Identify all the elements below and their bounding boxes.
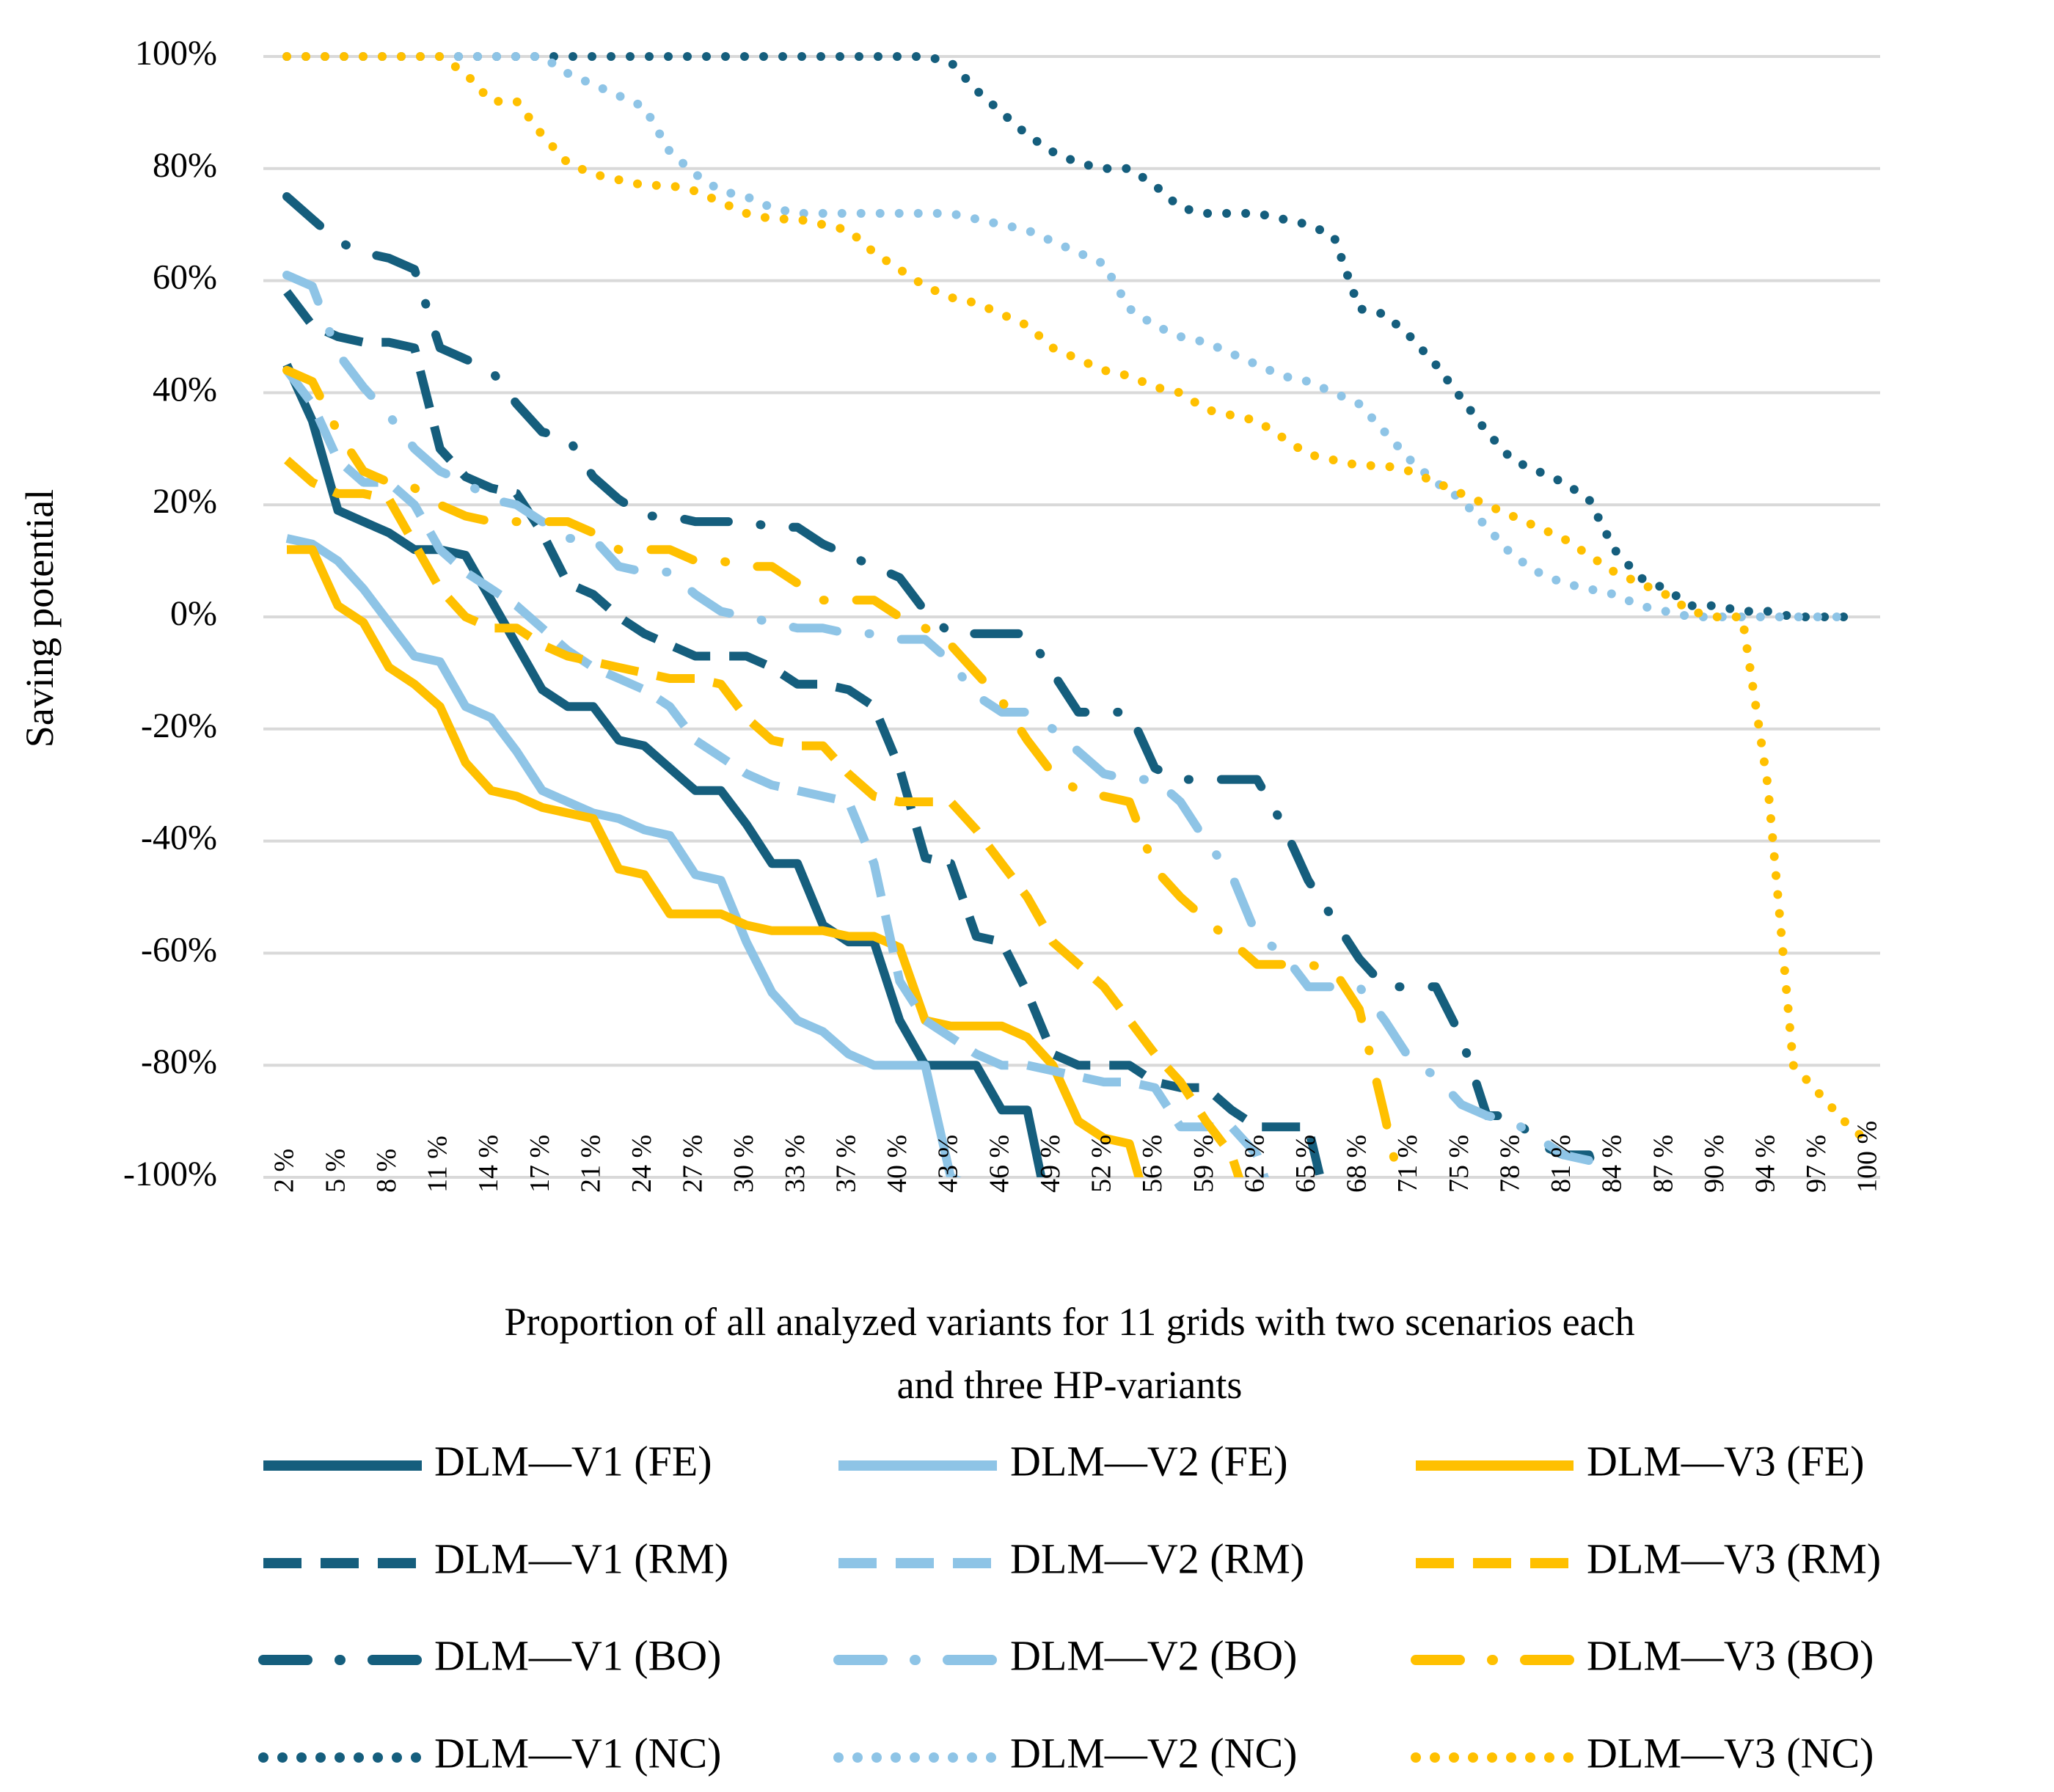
legend-item: DLM—V1 (NC) [258, 1729, 721, 1777]
x-axis-title: Proportion of all analyzed variants for … [504, 1300, 1634, 1344]
x-tick-label: 84 % [1597, 1135, 1628, 1193]
y-tick-label: 100% [135, 34, 217, 73]
x-tick-label: 2 % [269, 1149, 300, 1193]
x-tick-label: 52 % [1086, 1135, 1117, 1193]
legend-label: DLM—V2 (RM) [1010, 1535, 1304, 1582]
legend-label: DLM—V3 (RM) [1587, 1535, 1881, 1582]
x-axis-title: and three HP-variants [897, 1363, 1243, 1407]
series-line [287, 545, 1144, 1177]
x-tick-label: 5 % [320, 1149, 351, 1193]
legend-label: DLM—V2 (BO) [1010, 1631, 1297, 1679]
legend-item: DLM—V1 (FE) [263, 1437, 712, 1485]
legend-item: DLM—V2 (NC) [833, 1729, 1297, 1777]
series-line [283, 367, 1269, 1177]
legend-label: DLM—V1 (FE) [434, 1437, 712, 1485]
x-tick-label: 24 % [626, 1135, 657, 1193]
x-tick-label: 94 % [1750, 1135, 1780, 1193]
x-tick-label: 75 % [1444, 1135, 1474, 1193]
plot-area [282, 52, 1874, 1177]
x-tick-label: 21 % [575, 1135, 606, 1193]
x-tick-label: 30 % [728, 1135, 759, 1193]
x-tick-label: 27 % [678, 1135, 709, 1193]
y-tick-label: 60% [153, 258, 217, 297]
legend-label: DLM—V2 (NC) [1010, 1729, 1297, 1777]
y-tick-label: 80% [153, 146, 217, 185]
y-axis-title: Saving potential [18, 489, 62, 747]
series-line [282, 52, 1849, 621]
y-tick-label: -20% [141, 706, 217, 745]
x-tick-label: 33 % [780, 1135, 811, 1193]
legend-item: DLM—V2 (RM) [838, 1535, 1304, 1582]
x-tick-label: 37 % [830, 1135, 861, 1193]
y-tick-label: -80% [141, 1042, 217, 1081]
x-tick-label: 49 % [1035, 1135, 1066, 1193]
x-tick-label: 40 % [882, 1135, 913, 1193]
x-tick-label: 43 % [933, 1135, 964, 1193]
legend-label: DLM—V1 (RM) [434, 1535, 728, 1582]
legend-label: DLM—V3 (FE) [1587, 1437, 1865, 1485]
x-tick-label: 59 % [1188, 1135, 1219, 1193]
y-tick-label: 20% [153, 482, 217, 521]
series-line [285, 534, 962, 1177]
series-line [282, 365, 1403, 1177]
x-tick-label: 46 % [984, 1135, 1015, 1193]
legend-item: DLM—V1 (BO) [258, 1631, 721, 1679]
series-line [282, 52, 1849, 621]
legend-label: DLM—V3 (BO) [1587, 1631, 1874, 1679]
x-tick-label: 81 % [1546, 1135, 1576, 1193]
y-tick-label: 40% [153, 370, 217, 409]
x-tick-label: 78 % [1494, 1135, 1525, 1193]
x-tick-label: 65 % [1290, 1135, 1321, 1193]
x-tick-label: 97 % [1801, 1135, 1832, 1193]
series-line [282, 271, 1594, 1166]
x-tick-label: 87 % [1648, 1135, 1678, 1193]
legend-label: DLM—V3 (NC) [1587, 1729, 1874, 1777]
legend-item: DLM—V3 (FE) [1416, 1437, 1865, 1485]
x-tick-label: 100 % [1852, 1121, 1883, 1193]
grid [263, 55, 1880, 1179]
x-tick-label: 8 % [371, 1149, 402, 1193]
legend-item: DLM—V3 (BO) [1411, 1631, 1874, 1679]
legend-item: DLM—V2 (FE) [838, 1437, 1288, 1485]
x-tick-label: 90 % [1699, 1135, 1730, 1193]
legend-item: DLM—V1 (RM) [263, 1535, 728, 1582]
y-tick-label: 0% [170, 594, 217, 633]
x-tick-label: 56 % [1137, 1135, 1168, 1193]
y-tick-label: -60% [141, 930, 217, 969]
legend-item: DLM—V3 (RM) [1416, 1535, 1881, 1582]
legend-item: DLM—V2 (BO) [833, 1631, 1297, 1679]
legend-label: DLM—V1 (BO) [434, 1631, 721, 1679]
x-tick-label: 71 % [1392, 1135, 1423, 1193]
legend-item: DLM—V3 (NC) [1411, 1729, 1874, 1777]
series-line [283, 289, 1325, 1177]
y-tick-label: -100% [123, 1155, 217, 1193]
legend-label: DLM—V2 (FE) [1010, 1437, 1288, 1485]
series-line [282, 52, 1874, 1149]
x-tick-label: 11 % [423, 1135, 453, 1193]
x-tick-label: 62 % [1239, 1135, 1270, 1193]
y-tick-label: -40% [141, 819, 217, 857]
series-line [284, 456, 1244, 1177]
x-tick-label: 68 % [1342, 1135, 1373, 1193]
legend-label: DLM—V1 (NC) [434, 1729, 721, 1777]
x-tick-label: 14 % [473, 1135, 504, 1193]
x-tick-label: 17 % [525, 1135, 555, 1193]
